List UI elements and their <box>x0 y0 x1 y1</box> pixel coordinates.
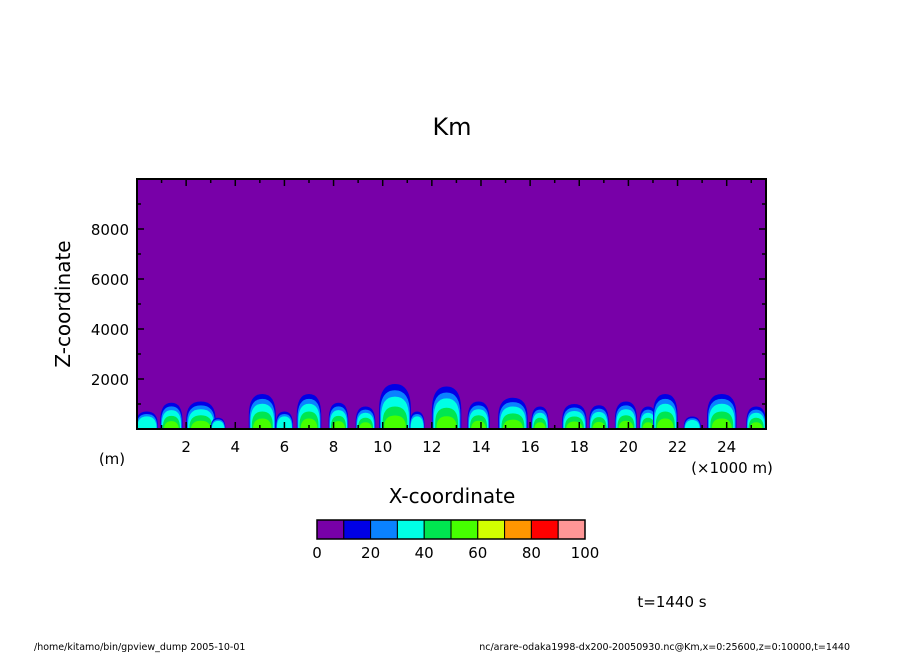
y-tick-label-4000: 4000 <box>91 321 129 339</box>
x-tick-label-6: 6 <box>280 438 290 456</box>
x-tick-label-16: 16 <box>521 438 540 456</box>
plume-13-band-5 <box>471 420 487 429</box>
x-axis-label: X-coordinate <box>389 484 516 508</box>
plume-13 <box>467 401 490 429</box>
plume-9-band-5 <box>358 422 373 429</box>
colorbar-label-40: 40 <box>415 544 434 562</box>
plume-5-band-5 <box>253 418 272 429</box>
colorbar-swatch-40-50 <box>423 519 452 540</box>
plume-3 <box>186 401 216 429</box>
plume-12-band-5 <box>436 416 457 429</box>
plume-17 <box>589 405 609 429</box>
time-label: t=1440 s <box>637 593 706 611</box>
plume-18 <box>614 401 638 429</box>
plume-23 <box>746 406 766 429</box>
plume-14 <box>498 397 528 429</box>
colorbar-swatch-60-70 <box>477 519 506 540</box>
plume-9 <box>355 406 376 429</box>
plume-1-band-3 <box>137 416 157 429</box>
plume-11 <box>409 411 425 429</box>
plot-area <box>136 178 767 430</box>
plume-12 <box>431 386 462 429</box>
colorbar-label-100: 100 <box>571 544 600 562</box>
plume-17-band-5 <box>592 421 606 429</box>
x-tick-label-10: 10 <box>373 438 392 456</box>
y-axis-unit: (m) <box>99 450 125 468</box>
x-tick-label-24: 24 <box>717 438 736 456</box>
plume-14-band-5 <box>502 419 523 429</box>
y-axis-label: Z-coordinate <box>51 240 75 367</box>
plume-15 <box>531 406 549 429</box>
plume-8-band-5 <box>331 421 346 429</box>
x-axis-ticks: 2 4 6 8 10 12 14 16 18 20 22 24 <box>160 179 753 456</box>
plume-8 <box>328 402 349 429</box>
plume-15-band-5 <box>534 422 546 429</box>
colorbar-swatch-30-40 <box>396 519 425 540</box>
colorbar-label-20: 20 <box>361 544 380 562</box>
colorbar-frame <box>316 519 586 540</box>
plot-background <box>137 179 766 429</box>
plume-4-band-3 <box>211 420 225 429</box>
y-tick-label-2000: 2000 <box>91 371 129 389</box>
chart-title: Km <box>432 113 471 141</box>
colorbar-swatch-0-10 <box>316 519 345 540</box>
plume-1 <box>137 411 158 429</box>
plume-16 <box>562 404 587 429</box>
colorbar-labels: 0 20 40 60 80 100 <box>312 544 599 562</box>
x-tick-label-22: 22 <box>668 438 687 456</box>
y-tick-label-8000: 8000 <box>91 221 129 239</box>
y-axis-ticks: 2000 4000 6000 8000 <box>91 203 766 405</box>
plume-6 <box>275 411 294 429</box>
plume-3-band-5 <box>190 420 211 429</box>
colorbar-label-80: 80 <box>522 544 541 562</box>
plume-22-band-5 <box>711 418 732 429</box>
contour-fills <box>137 384 766 429</box>
plume-11-band-3 <box>410 416 424 429</box>
plume-19-band-5 <box>642 422 654 429</box>
x-tick-label-12: 12 <box>422 438 441 456</box>
x-tick-label-4: 4 <box>231 438 241 456</box>
plume-21 <box>683 416 701 429</box>
plume-4 <box>210 417 226 429</box>
x-tick-label-18: 18 <box>570 438 589 456</box>
plume-5 <box>248 394 276 429</box>
x-tick-label-8: 8 <box>329 438 339 456</box>
colorbar-swatch-20-30 <box>370 519 398 540</box>
plume-7-band-5 <box>300 418 318 429</box>
y-tick-label-6000: 6000 <box>91 271 129 289</box>
colorbar-swatch-70-80 <box>504 519 532 540</box>
footer-command: /home/kitamo/bin/gpview_dump 2005-10-01 <box>34 642 245 653</box>
colorbar-swatch-50-60 <box>450 519 479 540</box>
plume-19 <box>639 406 657 429</box>
plume-21-band-3 <box>684 420 700 429</box>
plume-20-band-5 <box>656 418 674 429</box>
colorbar-swatch-10-20 <box>343 519 372 540</box>
plume-18-band-5 <box>618 420 634 429</box>
colorbar-label-0: 0 <box>312 544 322 562</box>
plume-10-band-5 <box>384 415 406 429</box>
colorbar-swatch-90-100 <box>557 519 586 540</box>
colorbar-swatch-80-90 <box>530 519 559 540</box>
plume-16-band-5 <box>566 421 583 429</box>
plume-2 <box>160 402 183 429</box>
plume-23-band-5 <box>749 422 763 429</box>
plume-7 <box>296 394 322 429</box>
colorbar <box>316 519 586 540</box>
x-tick-label-2: 2 <box>181 438 191 456</box>
plume-22 <box>707 394 737 429</box>
plume-20 <box>652 394 678 429</box>
x-axis-unit: (×1000 m) <box>691 459 773 477</box>
colorbar-label-60: 60 <box>468 544 487 562</box>
x-tick-label-14: 14 <box>471 438 490 456</box>
plume-2-band-5 <box>163 421 179 429</box>
footer-source: nc/arare-odaka1998-dx200-20050930.nc@Km,… <box>479 642 850 653</box>
x-tick-label-20: 20 <box>619 438 638 456</box>
plume-10 <box>379 384 411 429</box>
